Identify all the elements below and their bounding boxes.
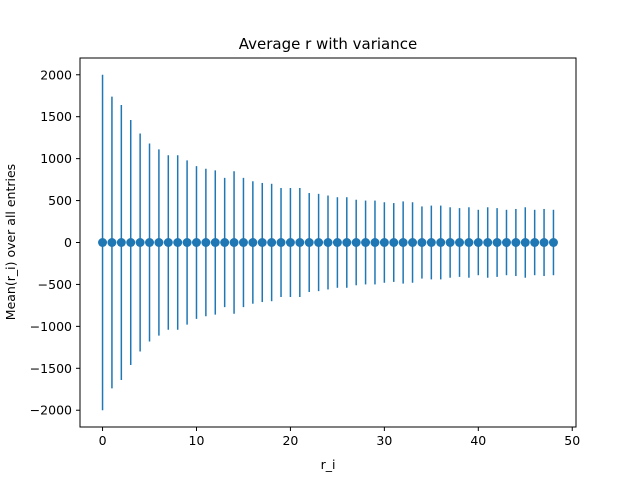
data-point [285,238,295,247]
data-point [116,238,126,247]
data-point [539,238,549,247]
data-point [464,238,474,247]
data-point [107,238,117,247]
data-point [520,238,530,247]
data-point [323,238,333,247]
data-point [238,238,248,247]
data-point [455,238,465,247]
data-point [257,238,267,247]
data-point [191,238,201,247]
y-tick-label: −500 [38,277,72,292]
data-point [220,238,230,247]
plot-marks [98,74,558,411]
y-tick-label: −2000 [30,403,72,418]
data-point [173,238,183,247]
data-point [201,238,211,247]
data-point [342,238,352,247]
y-axis-ticks: −2000 −1500 −1000 −500 0 500 1000 1500 2000 [30,67,80,418]
data-point [126,238,136,247]
data-point [351,238,361,247]
x-axis-label: r_i [321,457,336,472]
data-point [445,238,455,247]
y-tick-label: 1000 [40,151,72,166]
x-tick-label: 0 [99,433,107,448]
data-point [483,238,493,247]
data-point [426,238,436,247]
x-tick-label: 50 [564,433,580,448]
data-point [370,238,380,247]
x-axis-ticks: 0 10 20 30 40 50 [99,427,580,448]
x-tick-label: 30 [376,433,392,448]
data-point [210,238,220,247]
y-tick-label: −1500 [30,361,72,376]
data-point [530,238,540,247]
data-point [276,238,286,247]
data-point [154,238,164,247]
data-point [182,238,192,247]
data-point [379,238,389,247]
x-tick-label: 40 [470,433,486,448]
y-axis-label: Mean(r_i) over all entries [3,164,18,320]
data-point [492,238,502,247]
chart-title: Average r with variance [239,35,417,53]
x-tick-label: 10 [189,433,205,448]
data-point [548,238,558,247]
data-point [163,238,173,247]
y-tick-label: 500 [48,193,72,208]
data-point [295,238,305,247]
data-point [98,238,108,247]
data-point [267,238,277,247]
data-point [389,238,399,247]
data-point [145,238,155,247]
data-point [417,238,427,247]
y-tick-label: 1500 [40,109,72,124]
data-point [332,238,342,247]
x-tick-label: 20 [282,433,298,448]
data-point [314,238,324,247]
data-point [248,238,258,247]
data-point [436,238,446,247]
y-tick-label: 0 [64,235,72,250]
y-tick-label: 2000 [40,67,72,82]
data-point [135,238,145,247]
data-point [408,238,418,247]
data-point [511,238,521,247]
data-point [473,238,483,247]
data-point [229,238,239,247]
y-tick-label: −1000 [30,319,72,334]
data-point [501,238,511,247]
data-point [304,238,314,247]
data-point [361,238,371,247]
data-point [398,238,408,247]
